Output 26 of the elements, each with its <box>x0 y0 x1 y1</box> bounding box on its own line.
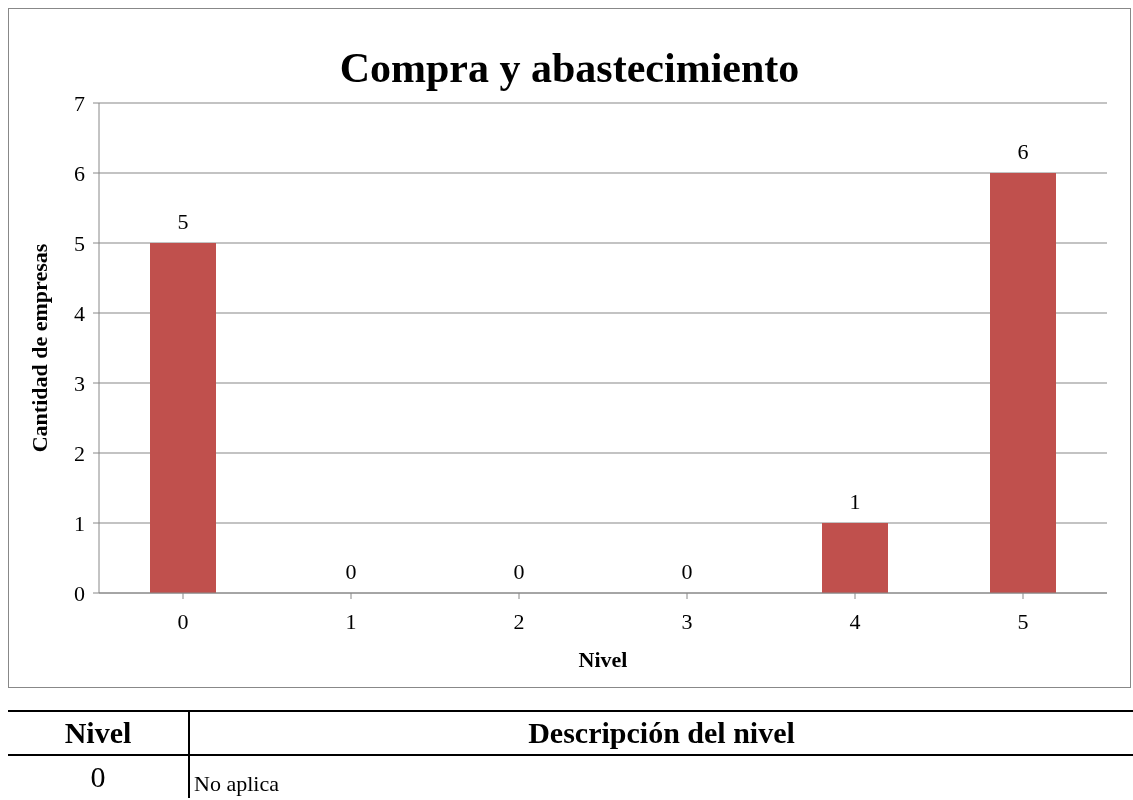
text: Nivel <box>8 711 189 755</box>
x-tick-label: 4 <box>849 608 861 634</box>
y-tick-label: 7 <box>74 90 85 116</box>
data-label: 6 <box>1017 139 1029 164</box>
x-tick-label: 2 <box>513 608 525 634</box>
chart-title: Compra y abastecimiento <box>339 45 800 91</box>
data-label: 1 <box>849 489 861 514</box>
text: No aplica <box>193 770 280 798</box>
y-tick-label: 6 <box>74 160 85 186</box>
x-tick-label: 1 <box>345 608 357 634</box>
y-axis-title: Cantidad de empresas <box>26 243 52 453</box>
data-label: 0 <box>345 559 357 584</box>
y-tick-label: 4 <box>74 300 85 326</box>
y-tick-label: 0 <box>74 580 85 606</box>
data-label: 0 <box>681 559 693 584</box>
x-tick-label: 0 <box>177 608 189 634</box>
x-axis-title: Nivel <box>578 647 628 672</box>
x-tick-label: 5 <box>1017 608 1029 634</box>
data-label: 5 <box>177 209 189 234</box>
y-tick-label: 5 <box>74 230 85 256</box>
data-label: 0 <box>513 559 525 584</box>
x-tick-label: 3 <box>681 608 693 634</box>
y-tick-label: 2 <box>74 440 85 466</box>
y-tick-label: 1 <box>74 510 85 536</box>
text: Descripción del nivel <box>527 715 796 751</box>
y-tick-label: 3 <box>74 370 85 396</box>
